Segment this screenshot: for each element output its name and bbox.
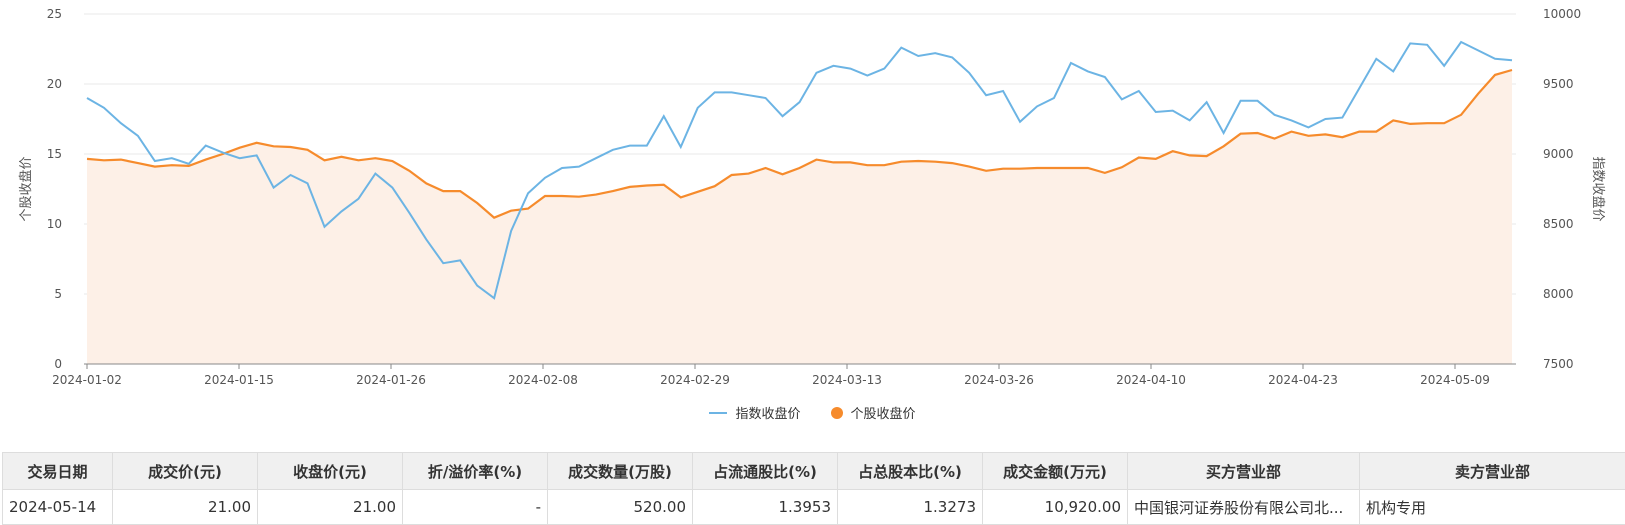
header-float-ratio[interactable]: 占流通股比(%) [693, 453, 838, 490]
stock-close-area [87, 70, 1512, 364]
legend-line-swatch [709, 412, 727, 414]
x-tick-label: 2024-02-29 [660, 373, 730, 387]
legend-label-index: 指数收盘价 [735, 403, 800, 422]
header-buyer[interactable]: 买方营业部 [1128, 453, 1360, 490]
y-right-tick-label: 8000 [1543, 287, 1574, 301]
y-right-tick-label: 7500 [1543, 357, 1574, 371]
cell-float-ratio: 1.3953 [693, 490, 838, 525]
header-trade-date[interactable]: 交易日期 [3, 453, 113, 490]
stock-index-chart: 0 5 10 15 20 25 7500 8000 8500 9000 9500 10000 2024-… [0, 0, 1625, 430]
cell-total-ratio: 1.3273 [838, 490, 983, 525]
table-header-row: 交易日期 成交价(元) 收盘价(元) 折/溢价率(%) 成交数量(万股) 占流通… [3, 453, 1625, 490]
y-right-tick-label: 8500 [1543, 217, 1574, 231]
chart-legend: 指数收盘价 个股收盘价 [0, 403, 1625, 422]
cell-buyer[interactable]: 中国银河证券股份有限公司北... [1128, 490, 1360, 525]
x-tick-label: 2024-05-09 [1420, 373, 1490, 387]
y-right-axis-title: 指数收盘价 [1590, 156, 1606, 221]
header-trade-price[interactable]: 成交价(元) [113, 453, 258, 490]
block-trade-table: 交易日期 成交价(元) 收盘价(元) 折/溢价率(%) 成交数量(万股) 占流通… [2, 452, 1625, 525]
legend-dot-swatch [831, 407, 843, 419]
y-left-tick-label: 5 [54, 287, 62, 301]
header-amount[interactable]: 成交金额(万元) [983, 453, 1128, 490]
x-tick-label: 2024-02-08 [508, 373, 578, 387]
header-close-price[interactable]: 收盘价(元) [258, 453, 403, 490]
x-tick-label: 2024-03-13 [812, 373, 882, 387]
header-total-ratio[interactable]: 占总股本比(%) [838, 453, 983, 490]
x-tick-label: 2024-01-02 [52, 373, 122, 387]
y-left-tick-label: 25 [47, 7, 62, 21]
header-seller[interactable]: 卖方营业部 [1360, 453, 1625, 490]
cell-premium-rate: - [403, 490, 548, 525]
x-tick-label: 2024-01-26 [356, 373, 426, 387]
cell-amount: 10,920.00 [983, 490, 1128, 525]
y-left-tick-label: 0 [54, 357, 62, 371]
y-right-tick-label: 10000 [1543, 7, 1581, 21]
x-tick-label: 2024-04-23 [1268, 373, 1338, 387]
legend-item-stock[interactable]: 个股收盘价 [831, 403, 916, 422]
y-left-tick-label: 15 [47, 147, 62, 161]
x-tick-label: 2024-01-15 [204, 373, 274, 387]
x-tick-label: 2024-04-10 [1116, 373, 1186, 387]
legend-item-index[interactable]: 指数收盘价 [709, 403, 800, 422]
cell-trade-date: 2024-05-14 [3, 490, 113, 525]
x-tick-label: 2024-03-26 [964, 373, 1034, 387]
cell-seller[interactable]: 机构专用 [1360, 490, 1625, 525]
legend-label-stock: 个股收盘价 [851, 403, 916, 422]
cell-trade-price: 21.00 [113, 490, 258, 525]
y-left-tick-label: 20 [47, 77, 62, 91]
y-right-tick-label: 9000 [1543, 147, 1574, 161]
header-volume[interactable]: 成交数量(万股) [548, 453, 693, 490]
y-left-tick-label: 10 [47, 217, 62, 231]
header-premium-rate[interactable]: 折/溢价率(%) [403, 453, 548, 490]
cell-close-price: 21.00 [258, 490, 403, 525]
y-left-axis-title: 个股收盘价 [18, 156, 34, 221]
y-right-tick-label: 9500 [1543, 77, 1574, 91]
table-row: 2024-05-14 21.00 21.00 - 520.00 1.3953 1… [3, 490, 1625, 525]
cell-volume: 520.00 [548, 490, 693, 525]
